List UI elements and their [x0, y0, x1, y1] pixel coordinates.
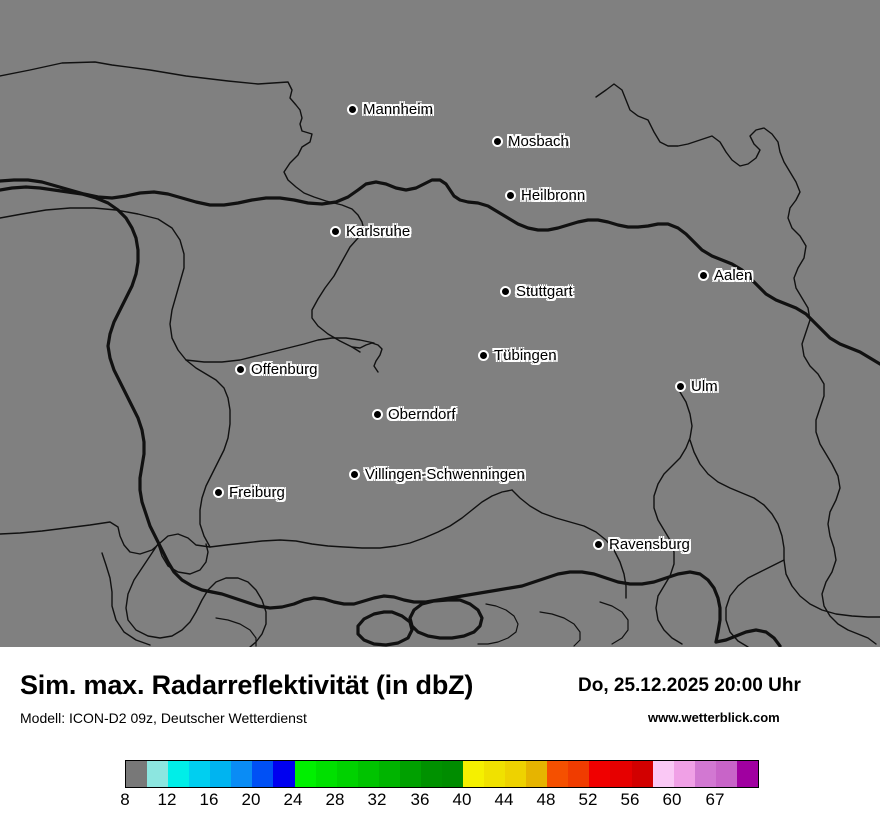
dbz-colorbar-ticks: 8 12 16 20 24 28 32 36 40 44 48 52 56 60 67 — [0, 790, 880, 816]
river-lines — [653, 391, 693, 645]
bavaria-border-line — [595, 83, 877, 645]
colorbar-segment — [715, 761, 737, 787]
city-dot-icon — [505, 190, 516, 201]
colorbar-segment — [673, 761, 695, 787]
colorbar-segment — [631, 761, 653, 787]
footer-panel: Sim. max. Radarreflektivität (in dbZ) Mo… — [0, 647, 880, 830]
dbz-colorbar — [125, 760, 759, 788]
city-label: Ravensburg — [609, 536, 690, 553]
colorbar-segment — [252, 761, 274, 787]
colorbar-segment — [652, 761, 674, 787]
chart-title: Sim. max. Radarreflektivität (in dbZ) — [20, 670, 474, 700]
city-marker[interactable]: Oberndorf — [372, 406, 456, 423]
city-dot-icon — [347, 104, 358, 115]
city-dot-icon — [478, 350, 489, 361]
city-label: Freiburg — [229, 484, 285, 501]
map-borders-svg — [0, 61, 880, 647]
city-dot-icon — [349, 469, 360, 480]
city-dot-icon — [698, 270, 709, 281]
city-label: Tübingen — [494, 347, 557, 364]
lake-outline-lines — [215, 601, 629, 647]
city-dot-icon — [235, 364, 246, 375]
city-marker[interactable]: Karlsruhe — [330, 223, 410, 240]
colorbar-tick-label: 60 — [662, 790, 682, 809]
city-label: Stuttgart — [516, 283, 573, 300]
colorbar-segment — [168, 761, 190, 787]
national-border-line — [0, 178, 880, 647]
city-label: Oberndorf — [388, 406, 456, 423]
city-marker[interactable]: Villingen-Schwenningen — [349, 466, 525, 483]
colorbar-segment — [505, 761, 527, 787]
colorbar-tick-label: 32 — [367, 790, 387, 809]
colorbar-tick-label: 16 — [199, 790, 219, 809]
city-label: Heilbronn — [521, 187, 586, 204]
colorbar-segment — [568, 761, 590, 787]
city-dot-icon — [593, 539, 604, 550]
city-dot-icon — [492, 136, 503, 147]
city-dot-icon — [213, 487, 224, 498]
colorbar-segment — [441, 761, 463, 787]
colorbar-segment — [736, 761, 758, 787]
colorbar-tick-label: 12 — [157, 790, 177, 809]
city-marker[interactable]: Heilbronn — [505, 187, 585, 204]
colorbar-tick-label: 36 — [410, 790, 430, 809]
city-label: Mosbach — [508, 133, 569, 150]
colorbar-segment — [210, 761, 232, 787]
colorbar-segment — [526, 761, 548, 787]
city-marker[interactable]: Mosbach — [492, 133, 569, 150]
colorbar-tick-label: 44 — [494, 790, 514, 809]
city-label: Offenburg — [251, 361, 318, 378]
colorbar-segment — [484, 761, 506, 787]
colorbar-segment — [294, 761, 316, 787]
colorbar-segment — [378, 761, 400, 787]
colorbar-segment — [126, 761, 148, 787]
city-marker[interactable]: Freiburg — [213, 484, 285, 501]
colorbar-segment — [315, 761, 337, 787]
colorbar-segment — [420, 761, 442, 787]
city-label: Aalen — [714, 267, 753, 284]
colorbar-segment — [589, 761, 611, 787]
city-label: Karlsruhe — [346, 223, 411, 240]
colorbar-segment — [231, 761, 253, 787]
colorbar-tick-label: 67 — [705, 790, 725, 809]
website-label: www.wetterblick.com — [648, 710, 780, 725]
colorbar-tick-label: 48 — [536, 790, 556, 809]
city-marker[interactable]: Ravensburg — [593, 536, 690, 553]
colorbar-segment — [547, 761, 569, 787]
regional-border-lines — [0, 61, 880, 647]
model-subtitle: Modell: ICON-D2 09z, Deutscher Wetterdie… — [20, 710, 307, 726]
colorbar-tick-label: 52 — [578, 790, 598, 809]
colorbar-tick-label: 56 — [620, 790, 640, 809]
colorbar-segment — [357, 761, 379, 787]
city-marker[interactable]: Mannheim — [347, 101, 433, 118]
city-label: Ulm — [691, 378, 718, 395]
colorbar-segment — [610, 761, 632, 787]
city-dot-icon — [330, 226, 341, 237]
city-marker[interactable]: Ulm — [675, 378, 718, 395]
colorbar-segment — [147, 761, 169, 787]
radar-map-panel: Mannheim Mosbach Heilbronn Karlsruhe Aalen St… — [0, 0, 880, 647]
colorbar-tick-label: 40 — [452, 790, 472, 809]
colorbar-tick-label: 8 — [120, 790, 130, 809]
forecast-timestamp: Do, 25.12.2025 20:00 Uhr — [578, 675, 801, 696]
city-dot-icon — [500, 286, 511, 297]
city-label: Villingen-Schwenningen — [365, 466, 525, 483]
colorbar-segment — [336, 761, 358, 787]
colorbar-tick-label: 28 — [325, 790, 345, 809]
city-marker[interactable]: Stuttgart — [500, 283, 573, 300]
city-label: Mannheim — [363, 101, 434, 118]
colorbar-tick-label: 20 — [241, 790, 261, 809]
city-marker[interactable]: Aalen — [698, 267, 752, 284]
colorbar-tick-label: 24 — [283, 790, 303, 809]
colorbar-segment — [273, 761, 295, 787]
colorbar-segment — [189, 761, 211, 787]
city-dot-icon — [372, 409, 383, 420]
city-marker[interactable]: Offenburg — [235, 361, 317, 378]
city-marker[interactable]: Tübingen — [478, 347, 557, 364]
city-dot-icon — [675, 381, 686, 392]
colorbar-segment — [463, 761, 485, 787]
colorbar-segment — [694, 761, 716, 787]
colorbar-segment — [399, 761, 421, 787]
